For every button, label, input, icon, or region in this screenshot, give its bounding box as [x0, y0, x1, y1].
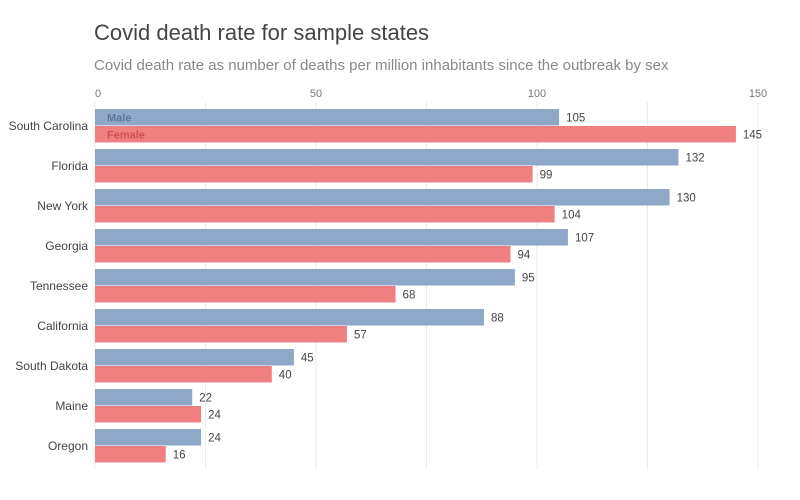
legend-female: Female [107, 130, 145, 142]
bar-female [95, 126, 736, 143]
data-label: 68 [403, 290, 416, 302]
data-label: 107 [575, 233, 594, 245]
bar-male [95, 109, 560, 126]
bar-female [95, 286, 396, 303]
category-label: New York [37, 199, 89, 213]
data-label: 94 [517, 250, 530, 262]
x-tick-label: 0 [95, 88, 101, 100]
data-label: 40 [279, 370, 292, 382]
bar-male [95, 189, 670, 206]
category-label: South Dakota [15, 359, 88, 373]
data-label: 132 [685, 153, 704, 165]
category-label: Maine [55, 399, 88, 413]
data-label: 88 [491, 313, 504, 325]
bar-female [95, 326, 347, 343]
data-label: 16 [173, 450, 186, 462]
legend-male: Male [107, 113, 131, 125]
bar-male [95, 309, 484, 326]
data-label: 99 [540, 170, 553, 182]
category-label: Georgia [45, 239, 88, 253]
data-label: 104 [562, 210, 582, 222]
bar-male [95, 269, 515, 286]
bar-female [95, 206, 555, 223]
bar-male [95, 389, 193, 406]
bar-male [95, 229, 568, 246]
bar-female [95, 446, 166, 463]
data-label: 24 [208, 410, 221, 422]
bar-male [95, 429, 202, 446]
x-tick-label: 50 [310, 88, 322, 100]
data-label: 22 [199, 393, 212, 405]
category-label: Florida [51, 159, 88, 173]
bar-female [95, 406, 202, 423]
data-label: 57 [354, 330, 367, 342]
data-label: 145 [743, 130, 762, 142]
data-label: 24 [208, 433, 221, 445]
bar-male [95, 149, 679, 166]
data-label: 105 [566, 113, 585, 125]
bar-female [95, 246, 511, 263]
data-label: 130 [677, 193, 696, 205]
x-tick-label: 100 [528, 88, 546, 100]
category-label: Oregon [48, 439, 88, 453]
bar-female [95, 366, 272, 383]
category-label: South Carolina [9, 119, 89, 133]
data-label: 45 [301, 353, 314, 365]
category-label: Tennessee [30, 279, 88, 293]
chart-title: Covid death rate for sample states [94, 20, 430, 45]
x-tick-label: 150 [749, 88, 767, 100]
bar-female [95, 166, 533, 183]
category-label: California [37, 319, 88, 333]
data-label: 95 [522, 273, 535, 285]
bar-male [95, 349, 294, 366]
chart-subtitle: Covid death rate as number of deaths per… [94, 57, 669, 74]
